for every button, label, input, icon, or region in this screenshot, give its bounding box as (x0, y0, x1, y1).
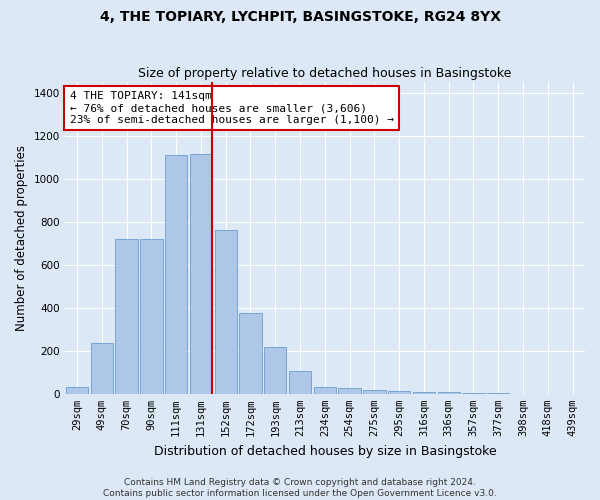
Bar (140, 239, 163, 394)
Bar (115, 239, 138, 394)
Y-axis label: Number of detached properties: Number of detached properties (15, 145, 28, 331)
Bar (66, 388, 88, 394)
Bar (413, 392, 435, 394)
Text: 4 THE TOPIARY: 141sqm
← 76% of detached houses are smaller (3,606)
23% of semi-d: 4 THE TOPIARY: 141sqm ← 76% of detached … (70, 92, 394, 124)
Bar (437, 392, 460, 394)
Text: Contains HM Land Registry data © Crown copyright and database right 2024.
Contai: Contains HM Land Registry data © Crown c… (103, 478, 497, 498)
Bar (289, 371, 311, 394)
Bar (487, 392, 509, 394)
Bar (91, 344, 113, 394)
Bar (388, 390, 410, 394)
Bar (190, 154, 212, 394)
Bar (363, 390, 386, 394)
Bar (338, 388, 361, 394)
Title: Size of property relative to detached houses in Basingstoke: Size of property relative to detached ho… (138, 66, 512, 80)
Bar (264, 346, 286, 394)
Bar (239, 313, 262, 394)
Bar (165, 155, 187, 394)
Bar (314, 388, 336, 394)
Bar (463, 392, 485, 394)
Text: 4, THE TOPIARY, LYCHPIT, BASINGSTOKE, RG24 8YX: 4, THE TOPIARY, LYCHPIT, BASINGSTOKE, RG… (100, 10, 500, 24)
X-axis label: Distribution of detached houses by size in Basingstoke: Distribution of detached houses by size … (154, 444, 496, 458)
Bar (215, 230, 237, 394)
